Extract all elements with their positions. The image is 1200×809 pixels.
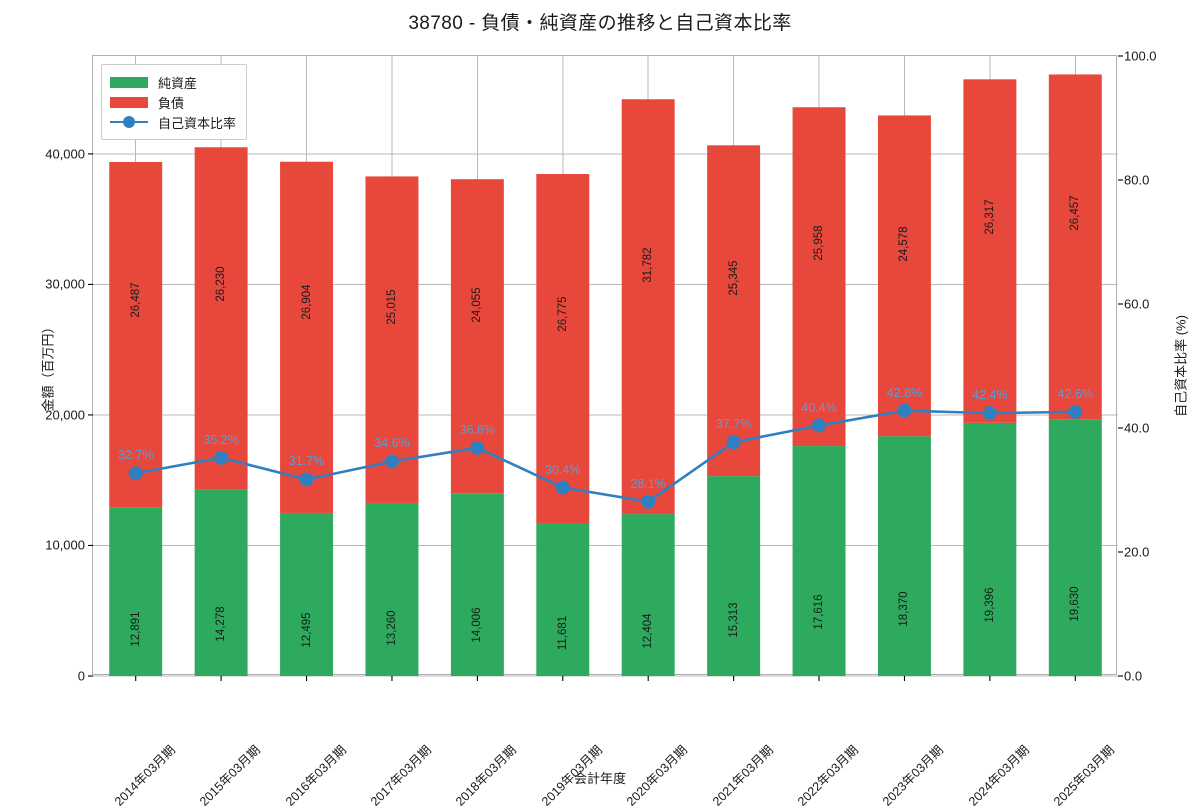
bar-label-liability: 25,015 <box>385 289 398 325</box>
y-tick-right: 80.0 <box>1124 172 1150 188</box>
y-tick-right: 40.0 <box>1124 420 1150 436</box>
percent-label: 42.4% <box>972 388 1008 403</box>
y-tick-left: 20,000 <box>45 407 85 423</box>
legend-swatch-icon <box>110 96 148 108</box>
y-tick-left: 0 <box>77 668 85 684</box>
bar-label-equity: 12,891 <box>129 611 142 647</box>
legend-item[interactable]: 負債 <box>110 92 236 112</box>
bar-label-equity: 12,404 <box>642 613 655 649</box>
bar-label-liability: 24,055 <box>471 287 484 323</box>
bar-label-liability: 31,782 <box>642 247 655 283</box>
y-axis-right-label: 自己資本比率 (%) <box>1173 315 1189 417</box>
legend-line-marker-icon <box>110 115 148 129</box>
bar-label-equity: 19,630 <box>1069 586 1082 622</box>
legend-label: 負債 <box>158 95 185 111</box>
y-tick-left: 40,000 <box>45 146 85 162</box>
bar-series-group <box>109 74 1102 676</box>
bar-label-equity: 18,370 <box>898 591 911 627</box>
bar-label-liability: 26,457 <box>1069 194 1082 231</box>
bar-label-equity: 11,681 <box>556 616 569 651</box>
bar-label-equity: 13,260 <box>385 609 398 646</box>
percent-label: 28.1% <box>630 476 666 491</box>
y-tick-right: 60.0 <box>1124 296 1150 312</box>
legend-item[interactable]: 純資産 <box>110 72 236 92</box>
y-tick-right: 0.0 <box>1124 668 1143 684</box>
percent-label: 42.8% <box>886 385 923 400</box>
bar-label-liability: 26,487 <box>129 282 142 318</box>
legend-swatch-icon <box>110 76 148 88</box>
percent-label: 30.4% <box>545 462 581 477</box>
percent-label: 42.6% <box>1057 386 1094 401</box>
bar-label-liability: 26,904 <box>300 284 313 320</box>
bar-label-equity: 12,495 <box>300 612 313 648</box>
chart-legend: 純資産負債自己資本比率 <box>101 64 248 140</box>
bar-label-equity: 19,396 <box>983 587 996 623</box>
plot-area: 0 10,000 20,000 30,000 40,000 0.0 20.0 40.0 60.… <box>41 49 1189 809</box>
bar-label-equity: 14,278 <box>215 606 228 642</box>
y-axis-left-label: 金額（百万円） <box>40 320 56 412</box>
percent-label: 35.2% <box>203 432 239 447</box>
legend-label: 自己資本比率 <box>158 115 237 131</box>
plot-svg <box>88 55 1123 681</box>
percent-label: 40.4% <box>801 400 837 415</box>
y-tick-left: 30,000 <box>45 276 85 292</box>
x-axis-label: 会計年度 <box>573 771 626 786</box>
bar-label-liability: 25,958 <box>813 225 826 261</box>
bar-label-equity: 17,616 <box>813 594 826 630</box>
percent-label: 36.8% <box>459 422 496 437</box>
line-series-group <box>128 403 1083 509</box>
legend-item[interactable]: 自己資本比率 <box>110 112 236 132</box>
y-tick-left: 10,000 <box>45 537 85 553</box>
bar-label-equity: 14,006 <box>471 607 484 643</box>
y-tick-right: 20.0 <box>1124 544 1150 560</box>
bar-label-liability: 24,578 <box>898 226 911 262</box>
bar-label-liability: 26,230 <box>215 266 228 302</box>
percent-label: 31.7% <box>288 454 325 469</box>
percent-label: 34.6% <box>374 436 410 451</box>
chart-title: 38780 - 負債・純資産の推移と自己資本比率 <box>408 13 792 34</box>
axis-tick-marks <box>88 55 1123 681</box>
legend-label: 純資産 <box>158 75 198 91</box>
bar-label-equity: 15,313 <box>727 602 740 638</box>
bar-label-liability: 26,317 <box>983 199 996 235</box>
bar-label-liability: 26,775 <box>556 296 569 332</box>
y-tick-right: 100.0 <box>1124 48 1157 64</box>
percent-label: 32.7% <box>117 448 154 463</box>
percent-label: 37.7% <box>715 417 752 432</box>
bar-label-liability: 25,345 <box>727 260 740 296</box>
